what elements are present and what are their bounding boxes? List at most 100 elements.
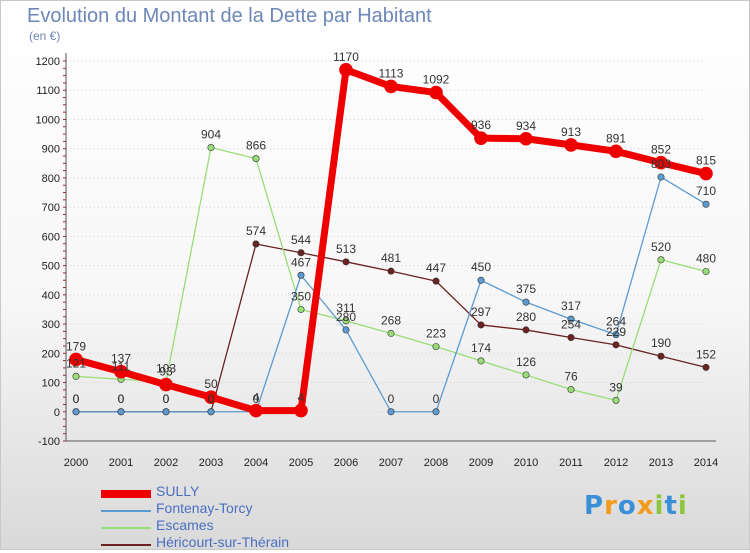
data-label: 280 [336, 310, 356, 324]
data-label: 936 [471, 118, 491, 132]
x-tick-label: 2005 [289, 457, 313, 469]
data-point [252, 240, 260, 248]
chart-title: Evolution du Montant de la Dette par Hab… [27, 5, 432, 27]
logo-letter: o [617, 491, 637, 521]
y-tick-label: 500 [42, 261, 60, 273]
data-label: 174 [471, 341, 491, 355]
data-point [474, 131, 488, 145]
data-label: 280 [516, 310, 536, 324]
logo-letter: r [604, 491, 618, 521]
data-point [159, 377, 173, 392]
data-label: 76 [564, 370, 578, 384]
y-tick-label: 700 [42, 202, 60, 214]
data-point [387, 267, 395, 275]
data-point [114, 364, 128, 379]
logo-letter: i [677, 491, 688, 521]
y-unit-label: (en €) [29, 29, 61, 43]
data-point [297, 249, 305, 257]
legend-label: SULLY [156, 483, 200, 499]
data-label: 50 [204, 377, 218, 391]
data-label: 467 [291, 255, 311, 269]
data-label: 4 [253, 391, 260, 405]
data-point [342, 258, 350, 266]
proxiti-logo: Proxiti [584, 491, 688, 521]
y-tick-label: 0 [54, 407, 60, 419]
data-label: 103 [156, 362, 176, 376]
data-label: 0 [118, 392, 125, 406]
data-label: 126 [516, 355, 536, 369]
y-tick-label: 600 [42, 231, 60, 243]
data-point [204, 390, 218, 404]
legend-label: Escames [156, 517, 214, 533]
y-tick-label: 100 [42, 378, 60, 390]
data-point [297, 271, 305, 279]
data-label: 803 [651, 157, 671, 171]
legend-label: Fontenay-Torcy [156, 500, 253, 516]
data-label: 450 [471, 260, 491, 274]
x-tick-label: 2009 [469, 457, 493, 469]
logo-letter: x [636, 491, 655, 521]
y-tick-label: 800 [42, 173, 60, 185]
data-label: 190 [651, 336, 671, 350]
data-label: 0 [208, 392, 215, 406]
data-point [117, 408, 125, 416]
data-point [387, 329, 395, 337]
data-label: 350 [291, 289, 311, 303]
data-point [657, 352, 665, 360]
data-point [699, 166, 713, 181]
data-label: 0 [163, 392, 170, 406]
x-tick-label: 2000 [64, 457, 88, 469]
data-label: 913 [561, 125, 581, 139]
data-label: 1092 [423, 73, 450, 87]
data-label: 93 [159, 365, 173, 379]
data-point [432, 343, 440, 351]
data-point [567, 386, 575, 394]
data-point [477, 276, 485, 284]
data-label: 710 [696, 184, 716, 198]
data-point [612, 331, 620, 339]
data-point [69, 352, 83, 367]
x-tick-label: 2006 [334, 457, 358, 469]
data-point [522, 298, 530, 306]
data-point [339, 62, 353, 77]
x-tick-label: 2007 [379, 457, 403, 469]
data-label: 934 [516, 119, 536, 133]
data-label: 0 [433, 392, 440, 406]
data-point [654, 155, 668, 170]
x-tick-label: 2014 [694, 457, 718, 469]
data-label: 297 [471, 305, 491, 319]
data-label: 152 [696, 347, 716, 361]
data-label: 111 [112, 359, 131, 373]
data-point [297, 305, 305, 313]
legend-label: Héricourt-sur-Thérain [156, 534, 290, 550]
data-label: 268 [381, 313, 401, 327]
y-tick-label: 900 [42, 144, 60, 156]
data-point [567, 334, 575, 342]
legend-swatch [101, 544, 151, 546]
y-tick-label: 200 [42, 348, 60, 360]
data-point [702, 363, 710, 371]
data-point [477, 321, 485, 329]
data-point [162, 408, 170, 416]
data-label: 574 [246, 224, 266, 238]
data-point [72, 372, 80, 380]
data-label: 229 [606, 325, 626, 339]
data-label: 852 [651, 143, 671, 157]
data-label: 0 [253, 392, 260, 406]
data-point [522, 371, 530, 379]
data-label: 0 [388, 392, 395, 406]
x-tick-label: 2011 [559, 457, 583, 469]
y-tick-label: 1100 [36, 85, 60, 97]
data-point [519, 131, 533, 146]
data-label: 0 [73, 392, 80, 406]
data-point [342, 326, 350, 334]
y-tick-label: 300 [42, 319, 60, 331]
data-point [387, 408, 395, 416]
data-label: 264 [606, 315, 626, 329]
data-point [702, 267, 710, 275]
data-point [657, 173, 665, 181]
data-label: 317 [561, 299, 581, 313]
x-tick-label: 2002 [154, 457, 178, 469]
